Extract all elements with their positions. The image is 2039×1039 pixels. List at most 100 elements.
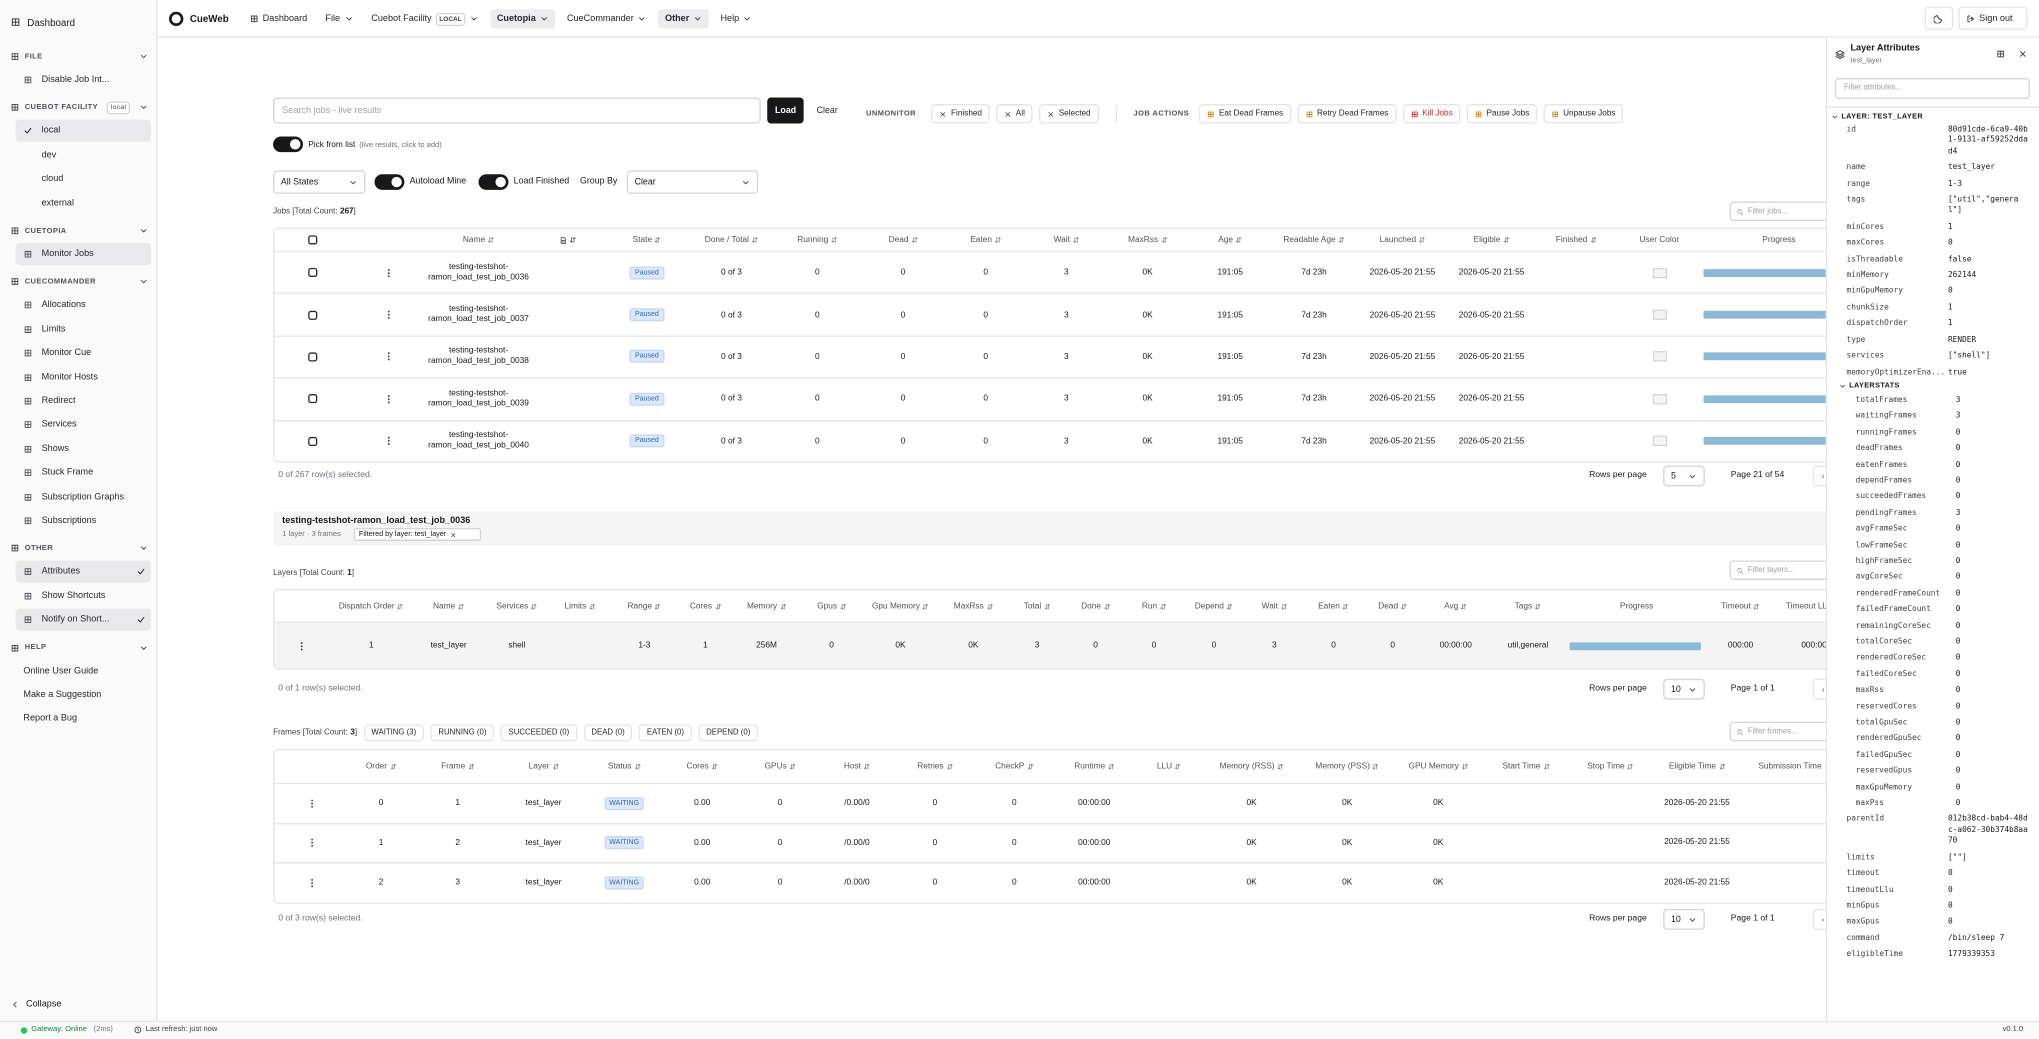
job-action[interactable]: Eat Dead Frames bbox=[1199, 104, 1291, 124]
column-header[interactable]: Host bbox=[843, 762, 861, 772]
column-header[interactable]: Range bbox=[627, 601, 653, 611]
job-action[interactable]: Kill Jobs bbox=[1402, 104, 1461, 124]
status-filter[interactable]: DEAD (0) bbox=[583, 724, 633, 742]
nav-item[interactable]: Help bbox=[714, 9, 759, 29]
table-row[interactable]: 1 2 test_layer WAITING 0.00 0/0.00/0 0 0 00:00:0… bbox=[274, 824, 1847, 864]
row-checkbox[interactable] bbox=[308, 310, 318, 320]
row-checkbox[interactable] bbox=[308, 352, 318, 362]
column-header[interactable]: Run bbox=[1141, 601, 1158, 611]
sidebar-item[interactable]: Subscriptions bbox=[16, 510, 151, 532]
column-header[interactable]: Dispatch Order bbox=[338, 601, 395, 611]
job-action[interactable]: Pause Jobs bbox=[1467, 104, 1538, 124]
sidebar-item[interactable]: Show Shortcuts bbox=[16, 585, 151, 607]
column-header[interactable]: Progress bbox=[1619, 601, 1654, 611]
sidebar-item[interactable]: local bbox=[15, 120, 151, 143]
sidebar-item[interactable]: Services bbox=[16, 414, 151, 436]
table-row[interactable]: 2 3 test_layer WAITING 0.00 0/0.00/0 0 0 00:00:0… bbox=[274, 864, 1846, 902]
sidebar-item[interactable]: external bbox=[16, 192, 151, 214]
sidebar-item[interactable]: Notify on Short... bbox=[15, 608, 151, 631]
column-header[interactable]: Age bbox=[1218, 235, 1234, 245]
unmonitor-button[interactable]: All bbox=[996, 104, 1033, 124]
column-header[interactable]: Timeout LLU bbox=[1785, 601, 1834, 611]
sidebar-item[interactable]: Allocations bbox=[16, 294, 151, 316]
column-header[interactable]: Timeout bbox=[1721, 601, 1751, 611]
sidebar-item[interactable]: Subscription Graphs bbox=[16, 486, 151, 508]
column-header[interactable]: Readable Age bbox=[1283, 235, 1336, 245]
column-header[interactable]: Dead bbox=[888, 235, 909, 245]
column-header[interactable]: Status bbox=[607, 762, 632, 772]
column-header[interactable]: Services bbox=[496, 601, 529, 611]
nav-item[interactable]: CueCommander bbox=[560, 9, 653, 29]
row-checkbox[interactable] bbox=[308, 436, 318, 446]
column-header[interactable]: Launched bbox=[1379, 235, 1417, 245]
sidebar-item[interactable]: Make a Suggestion bbox=[16, 684, 151, 706]
column-header[interactable]: Order bbox=[365, 762, 388, 772]
column-header[interactable]: Limits bbox=[564, 601, 587, 611]
status-filter[interactable]: DEPEND (0) bbox=[698, 724, 759, 742]
column-header[interactable]: GPUs bbox=[764, 762, 787, 772]
sidebar-item[interactable]: Shows bbox=[16, 438, 151, 460]
layer-filter-chip[interactable]: Filtered by layer: test_layer bbox=[353, 527, 482, 541]
column-header[interactable]: State bbox=[632, 235, 653, 245]
sidebar-item[interactable]: Report a Bug bbox=[16, 708, 151, 730]
column-header[interactable]: Start Time bbox=[1502, 762, 1541, 772]
column-header[interactable]: Runtime bbox=[1074, 762, 1106, 772]
column-header[interactable]: Eaten bbox=[970, 235, 992, 245]
table-row[interactable]: testing-testshot-ramon_load_test_job_003… bbox=[274, 379, 1857, 421]
column-header[interactable]: Wait bbox=[1261, 601, 1278, 611]
nav-item[interactable]: Cuetopia bbox=[490, 9, 556, 29]
status-filter[interactable]: WAITING (3) bbox=[363, 724, 425, 742]
column-header[interactable]: GPU Memory bbox=[1408, 762, 1459, 772]
sidebar-item[interactable]: Attributes bbox=[15, 560, 151, 584]
nav-item[interactable]: File bbox=[319, 9, 360, 29]
sidebar-item[interactable]: Limits bbox=[16, 318, 151, 340]
column-header[interactable]: Frame bbox=[441, 762, 466, 772]
column-header[interactable]: Tags bbox=[1514, 601, 1533, 611]
sidebar-item[interactable]: Disable Job Int... bbox=[16, 69, 151, 91]
column-header[interactable]: Eaten bbox=[1318, 601, 1340, 611]
column-header[interactable]: Eligible Time bbox=[1668, 762, 1716, 772]
column-header[interactable]: Total bbox=[1023, 601, 1042, 611]
rows-per-page[interactable]: 5 bbox=[1663, 465, 1705, 487]
column-header[interactable]: Running bbox=[797, 235, 829, 245]
column-header[interactable]: Avg bbox=[1444, 601, 1459, 611]
attribute-filter[interactable]: Filter attributes... bbox=[1834, 78, 2030, 99]
sidebar-item[interactable]: Online User Guide bbox=[16, 660, 151, 682]
rows-per-page[interactable]: 10 bbox=[1663, 908, 1705, 930]
column-header[interactable]: Memory (PSS) bbox=[1315, 762, 1370, 772]
sign-out[interactable]: Sign out bbox=[1958, 6, 2028, 30]
sidebar-item[interactable]: Stuck Frame bbox=[16, 462, 151, 484]
row-checkbox[interactable] bbox=[308, 394, 318, 404]
sidebar-item[interactable]: Monitor Jobs bbox=[15, 243, 151, 266]
column-header[interactable]: Done bbox=[1081, 601, 1101, 611]
status-filter[interactable]: RUNNING (0) bbox=[430, 724, 495, 742]
job-search[interactable]: Search jobs - live results bbox=[273, 97, 761, 124]
load-finished-toggle[interactable] bbox=[478, 174, 509, 190]
column-header[interactable]: Layer bbox=[528, 762, 550, 772]
column-header[interactable]: Gpus bbox=[817, 601, 837, 611]
unmonitor-button[interactable]: Finished bbox=[931, 104, 990, 124]
pick-toggle[interactable] bbox=[273, 136, 303, 153]
theme-toggle[interactable] bbox=[1924, 6, 1954, 30]
column-header[interactable]: Gpu Memory bbox=[871, 601, 920, 611]
sidebar-item[interactable]: Monitor Hosts bbox=[16, 366, 151, 388]
column-header[interactable]: Depend bbox=[1194, 601, 1224, 611]
state-filter[interactable]: All States bbox=[273, 170, 366, 194]
column-header[interactable]: Done / Total bbox=[704, 235, 750, 245]
job-action[interactable]: Retry Dead Frames bbox=[1297, 104, 1397, 124]
table-row[interactable]: 0 1 test_layer WAITING 0.00 0/0.00/0 0 0 00:00:0… bbox=[274, 784, 1847, 824]
collapse-button[interactable]: Collapse bbox=[10, 997, 114, 1010]
autoload-toggle[interactable] bbox=[374, 174, 405, 190]
sidebar-item[interactable]: Monitor Cue bbox=[16, 342, 151, 364]
column-header[interactable]: Dead bbox=[1378, 601, 1399, 611]
nav-item[interactable]: Cuebot Facility LOCAL bbox=[365, 9, 485, 29]
job-action[interactable]: Unpause Jobs bbox=[1543, 104, 1624, 124]
group-by-select[interactable]: Clear bbox=[626, 170, 759, 194]
column-header[interactable]: Memory bbox=[747, 601, 778, 611]
column-header[interactable]: MaxRss bbox=[1128, 235, 1159, 245]
sidebar-item[interactable]: Redirect bbox=[16, 390, 151, 412]
column-header[interactable]: LLU bbox=[1156, 762, 1173, 772]
column-header[interactable]: Progress bbox=[1762, 235, 1796, 245]
column-header[interactable]: MaxRss bbox=[953, 601, 984, 611]
nav-item[interactable]: Other bbox=[658, 9, 709, 29]
